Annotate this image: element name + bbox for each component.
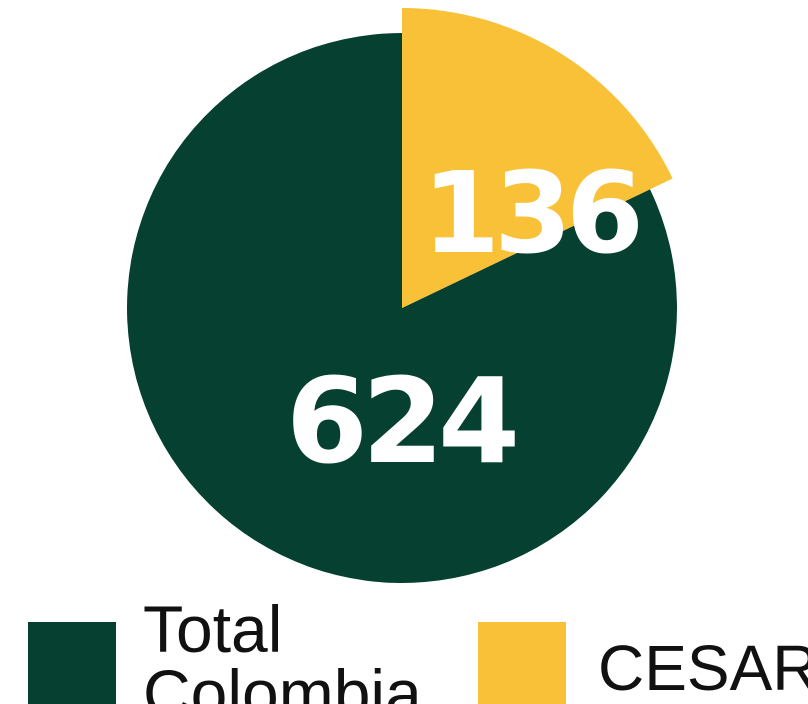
legend: Total Colombia CESAR xyxy=(28,592,808,704)
legend-label-total-colombia-line2: Colombia xyxy=(143,656,422,704)
legend-swatch-total-colombia xyxy=(28,622,116,704)
legend-label-cesar: CESAR xyxy=(598,632,808,704)
data-label-cesar: 136 xyxy=(422,149,638,279)
legend-label-total-colombia-line1: Total xyxy=(143,592,282,666)
legend-swatch-cesar xyxy=(478,622,566,704)
data-label-total-colombia: 624 xyxy=(286,352,515,490)
pie-slice-total-colombia xyxy=(127,33,678,584)
pie-slice-cesar xyxy=(402,8,673,308)
